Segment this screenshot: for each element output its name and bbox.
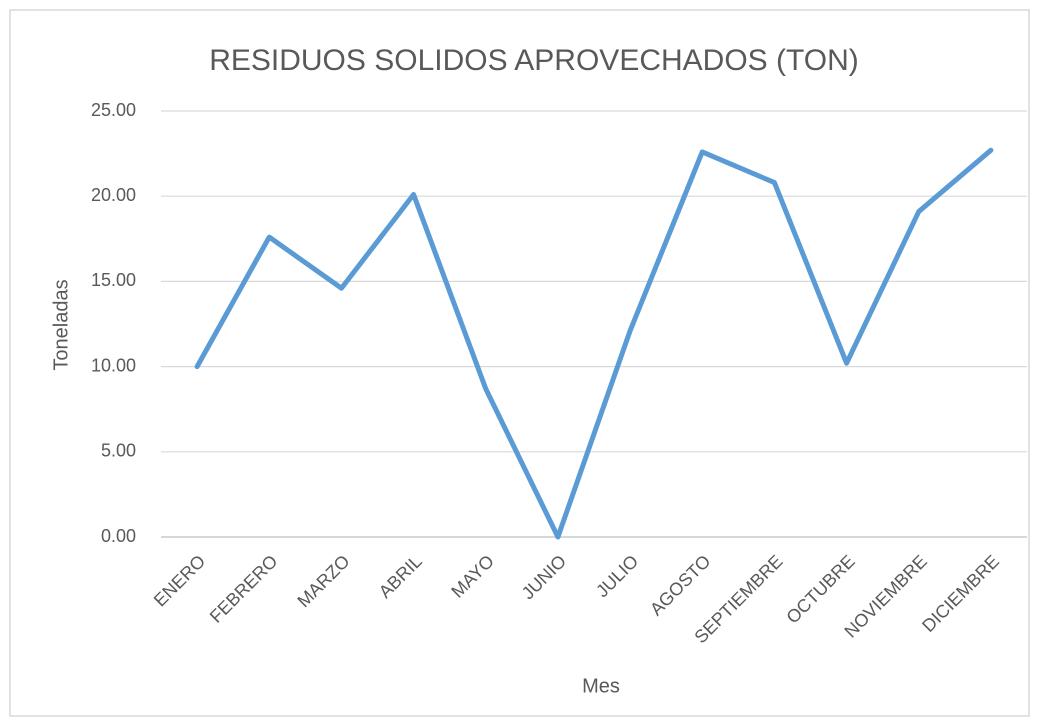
y-tick-label: 25.00 <box>91 100 136 120</box>
y-tick-label: 10.00 <box>91 355 136 375</box>
y-axis-title: Toneladas <box>50 279 72 370</box>
y-tick-label: 20.00 <box>91 185 136 205</box>
y-tick-label: 0.00 <box>101 526 136 546</box>
y-tick-label: 15.00 <box>91 270 136 290</box>
data-line <box>194 147 994 540</box>
chart-title: RESIDUOS SOLIDOS APROVECHADOS (TON) <box>209 44 859 77</box>
y-tick-label: 5.00 <box>101 441 136 461</box>
x-axis-title: Mes <box>582 675 620 697</box>
chart-frame <box>9 9 1030 717</box>
